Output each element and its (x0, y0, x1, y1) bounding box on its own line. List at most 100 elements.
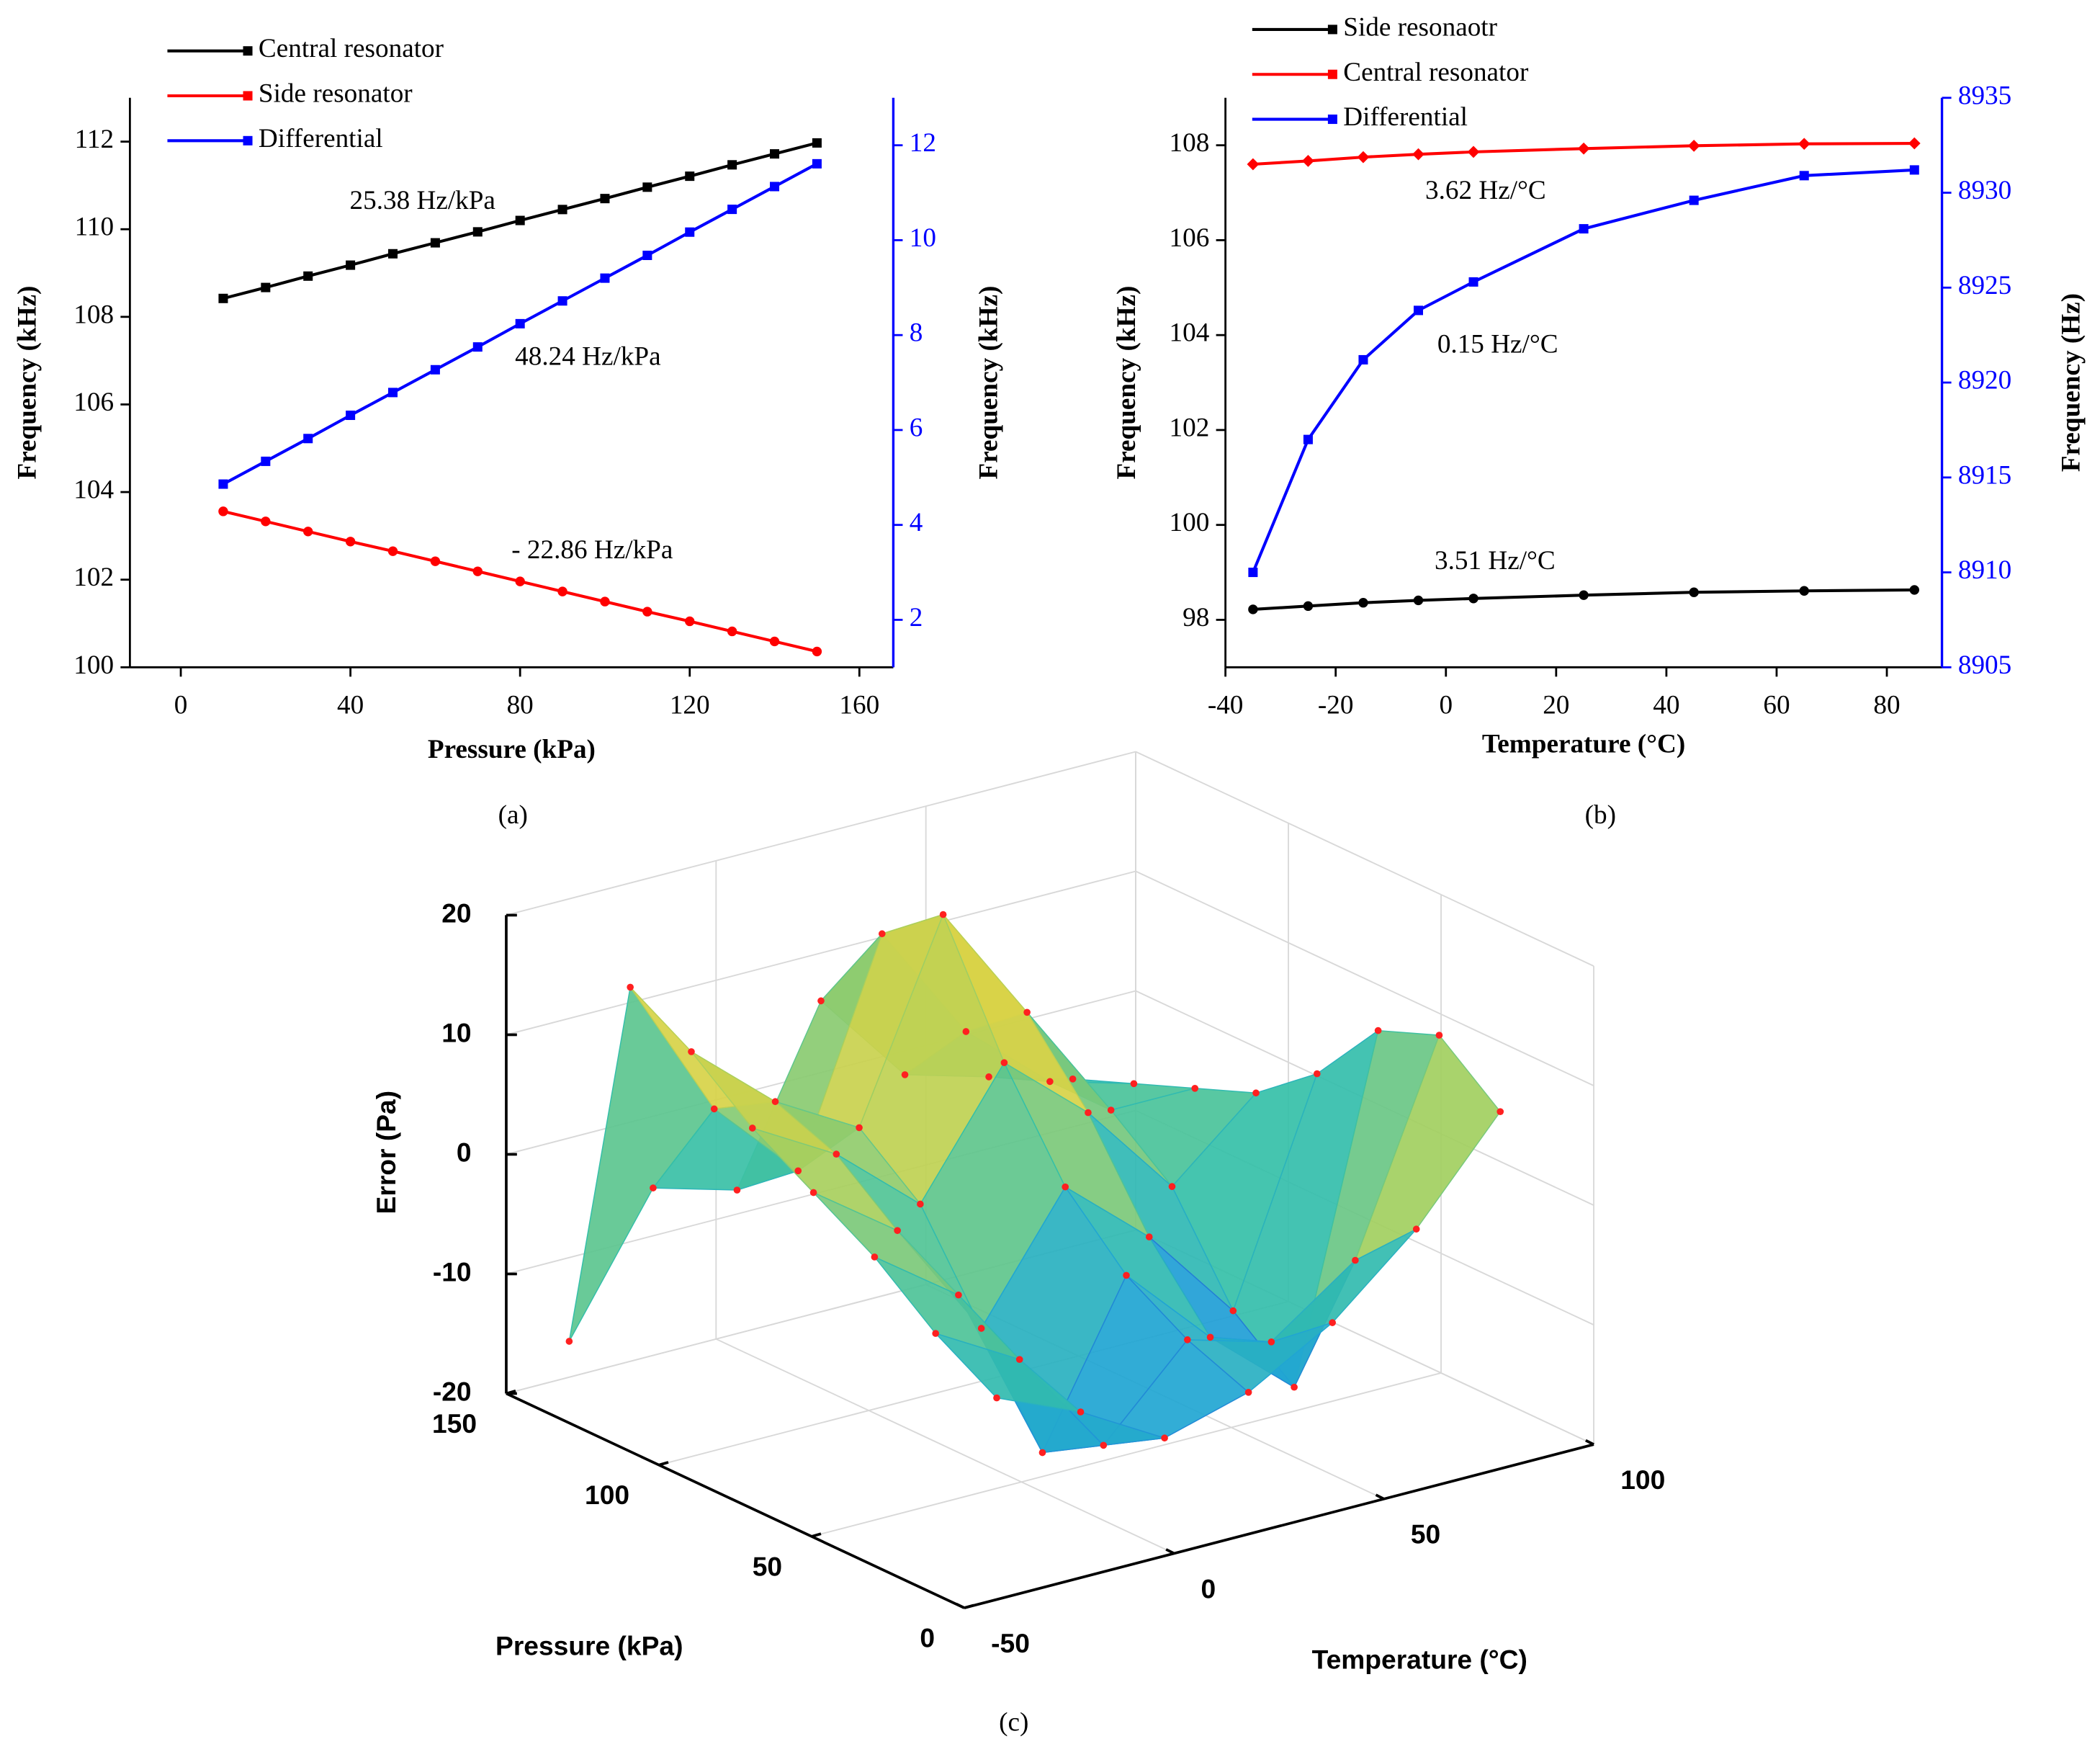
marker (388, 249, 398, 259)
data-point (856, 1124, 863, 1132)
data-point (771, 1098, 779, 1106)
marker (303, 434, 313, 444)
x-axis-label: Temperature (°C) (1482, 730, 1685, 759)
data-point (650, 1184, 657, 1191)
x-axis-label: Temperature (°C) (1312, 1644, 1527, 1674)
z-tick-label: -20 (433, 1376, 472, 1406)
annotation: 3.62 Hz/°C (1425, 176, 1546, 205)
caption: (a) (498, 800, 528, 830)
data-point (817, 997, 825, 1005)
data-point (977, 1325, 985, 1332)
data-point (878, 930, 886, 938)
annotation: 3.51 Hz/°C (1435, 546, 1556, 576)
y-axis-label: Frequency (kHz) (1112, 286, 1141, 480)
y-tick-label: 102 (73, 563, 114, 592)
data-point (1038, 1449, 1046, 1457)
data-point (901, 1071, 909, 1078)
marker (1689, 195, 1699, 205)
data-point (1123, 1271, 1130, 1279)
y-tick-label: 102 (1170, 413, 1210, 442)
data-point (1244, 1388, 1252, 1396)
data-point (1497, 1108, 1504, 1116)
marker (472, 227, 483, 237)
marker (387, 546, 398, 556)
marker (1579, 224, 1589, 234)
y-axis (506, 1392, 965, 1609)
marker (770, 182, 780, 192)
data-point (710, 1105, 718, 1113)
data-point (688, 1048, 695, 1055)
caption: (b) (1585, 800, 1616, 830)
y-tick-label: 50 (753, 1551, 782, 1581)
data-point (917, 1200, 924, 1208)
marker (727, 626, 737, 637)
marker (1467, 146, 1480, 158)
y2-tick-label: 8905 (1958, 650, 2011, 680)
y2-tick-label: 8935 (1958, 81, 2011, 110)
marker (685, 227, 695, 237)
marker (600, 273, 610, 283)
data-point (1130, 1080, 1138, 1088)
y2-tick-label: 6 (910, 413, 923, 442)
y2-axis-label: Frequency (Hz) (2056, 293, 2086, 472)
marker (642, 250, 652, 261)
marker (1248, 568, 1258, 578)
marker (1799, 586, 1809, 596)
y-tick-label: 112 (75, 125, 114, 154)
y-tick-label: 0 (920, 1623, 935, 1653)
data-point (1161, 1434, 1168, 1442)
marker (515, 576, 525, 586)
legend-label: Side resonaotr (1343, 12, 1497, 42)
marker (727, 160, 737, 170)
legend-label: Central resonator (259, 34, 444, 63)
marker (261, 516, 271, 527)
legend-marker (243, 91, 253, 101)
legend-label: Central resonator (1343, 58, 1529, 87)
annotation: - 22.86 Hz/kPa (511, 535, 673, 565)
x-tick-label: 40 (1653, 691, 1679, 720)
legend-label: Differential (1343, 102, 1468, 132)
y2-tick-label: 10 (910, 223, 936, 253)
data-point (794, 1167, 802, 1175)
data-point (1046, 1078, 1054, 1086)
y-tick-label: 104 (73, 475, 114, 505)
y-tick-label: 100 (585, 1480, 629, 1510)
data-point (993, 1394, 1000, 1402)
data-point (833, 1150, 840, 1158)
data-point (1329, 1319, 1336, 1326)
legend-label: Side resonator (259, 79, 413, 109)
data-point (955, 1291, 962, 1299)
data-point (1352, 1256, 1359, 1264)
annotation: 25.38 Hz/kPa (350, 186, 495, 215)
marker (218, 506, 228, 516)
y2-tick-label: 8915 (1958, 460, 2011, 490)
y-tick (811, 1532, 822, 1538)
z-tick-label: 20 (441, 898, 471, 928)
grid-line (1135, 870, 1594, 1086)
marker (685, 616, 695, 627)
y-tick (506, 1389, 516, 1395)
marker (472, 566, 483, 576)
marker (557, 205, 567, 215)
data-point (1100, 1441, 1108, 1449)
data-point (627, 983, 634, 991)
marker (1358, 598, 1368, 608)
y-tick-label: 110 (75, 213, 114, 242)
marker (515, 215, 525, 225)
marker (345, 537, 356, 547)
legend-marker (243, 46, 253, 56)
y-tick-label: 150 (432, 1408, 477, 1439)
legend-marker (1327, 115, 1337, 125)
y2-axis-label: Frequency (kHz) (974, 286, 1004, 480)
y2-tick-label: 12 (910, 128, 936, 158)
y2-tick-label: 8925 (1958, 271, 2011, 300)
marker (600, 194, 610, 204)
marker (346, 260, 356, 270)
marker (430, 365, 440, 375)
x-tick-label: 40 (337, 691, 364, 720)
y-tick-label: 106 (1170, 223, 1210, 253)
x-tick-label: 20 (1543, 691, 1569, 720)
data-point (1077, 1408, 1085, 1416)
marker (1413, 305, 1423, 316)
